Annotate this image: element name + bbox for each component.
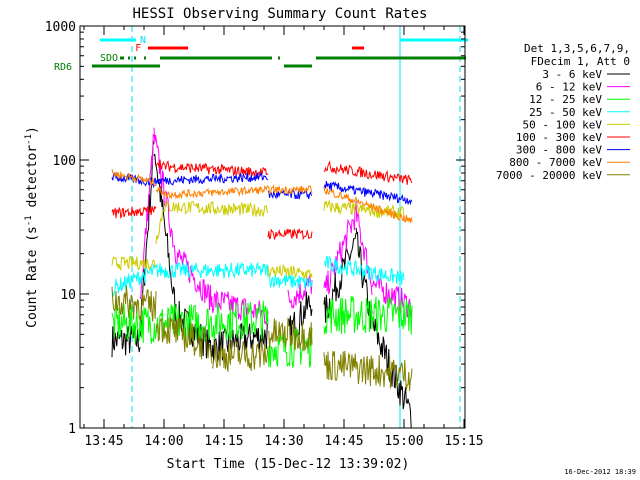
legend-entry: 100 - 300 keV [516, 131, 602, 144]
series-line [155, 261, 269, 279]
series-line [323, 296, 413, 335]
series-line [371, 317, 412, 429]
x-tick-label: 14:45 [324, 434, 363, 449]
x-tick-label: 14:00 [144, 434, 183, 449]
x-tick-label: 14:30 [264, 434, 303, 449]
series-line [323, 205, 357, 295]
series-layer [111, 127, 413, 429]
series-line [323, 160, 413, 185]
series-line [155, 171, 269, 186]
legend-header-1: Det 1,3,5,6,7,9, [524, 42, 630, 55]
x-tick-label: 13:45 [84, 434, 123, 449]
y-tick-label: 1 [68, 422, 76, 437]
series-line [163, 185, 269, 200]
series-line [155, 186, 165, 197]
y-axis-label: Count Rate (s-1 detector-1) [24, 126, 40, 328]
series-line [111, 256, 157, 271]
series-line [111, 285, 157, 322]
series-line [163, 300, 269, 343]
plot-frame [79, 25, 466, 429]
chart-title: HESSI Observing Summary Count Rates [132, 6, 427, 22]
flag-label-n: N [140, 35, 146, 46]
series-line [323, 181, 413, 206]
series-line [175, 249, 213, 311]
series-line [287, 291, 313, 346]
x-tick-label: 14:15 [204, 434, 243, 449]
series-line [267, 184, 313, 195]
series-line [155, 159, 165, 170]
x-tick-label: 15:00 [384, 434, 423, 449]
series-line [163, 160, 269, 180]
series-line [211, 323, 269, 362]
series-line [267, 264, 313, 280]
series-line [155, 210, 165, 245]
y-axis: 1 10 100 1000 [45, 20, 465, 437]
legend-entry: 6 - 12 keV [536, 81, 603, 94]
series-line [323, 350, 413, 391]
legend: Det 1,3,5,6,7,9, FDecim 1, Att 0 3 - 6 k… [496, 42, 630, 182]
flag-label-sdo: SDO [100, 53, 118, 64]
x-axis: 13:45 14:00 14:15 14:30 14:45 15:00 15:15 [83, 26, 484, 449]
legend-header-2: FDecim 1, Att 0 [531, 55, 630, 68]
series-line [111, 264, 157, 298]
y-tick-label: 10 [60, 288, 76, 303]
series-line [323, 255, 405, 285]
series-line [163, 200, 269, 218]
series-line [111, 205, 157, 219]
legend-entry: 12 - 25 keV [529, 93, 602, 106]
series-line [155, 317, 213, 364]
series-line [153, 127, 177, 266]
y-tick-label: 100 [53, 154, 76, 169]
legend-entry: 25 - 50 keV [529, 106, 602, 119]
series-line [111, 168, 157, 187]
timestamp: 16-Dec-2012 18:39 [564, 468, 636, 476]
series-line [323, 186, 413, 223]
series-line [111, 303, 165, 344]
series-line [153, 153, 177, 322]
legend-entry: 300 - 800 keV [516, 144, 602, 157]
series-line [323, 232, 357, 323]
series-line [267, 317, 313, 352]
flag-bars: NF SDO RD6 [54, 35, 468, 73]
legend-entry: 3 - 6 keV [542, 68, 602, 81]
series-line [267, 228, 313, 241]
y-tick-label: 1000 [45, 20, 76, 35]
flag-label-f: F [135, 43, 141, 54]
series-line [211, 339, 269, 372]
x-tick-label: 15:15 [444, 434, 483, 449]
flag-label-rd6: RD6 [54, 62, 72, 73]
series-line [211, 290, 269, 325]
series-line [323, 199, 405, 220]
legend-entry: 7000 - 20000 keV [496, 169, 602, 182]
legend-entry: 50 - 100 keV [523, 118, 603, 131]
series-line [371, 274, 413, 318]
legend-entry: 800 - 7000 keV [509, 156, 602, 169]
x-axis-label: Start Time (15-Dec-12 13:39:02) [167, 457, 410, 472]
